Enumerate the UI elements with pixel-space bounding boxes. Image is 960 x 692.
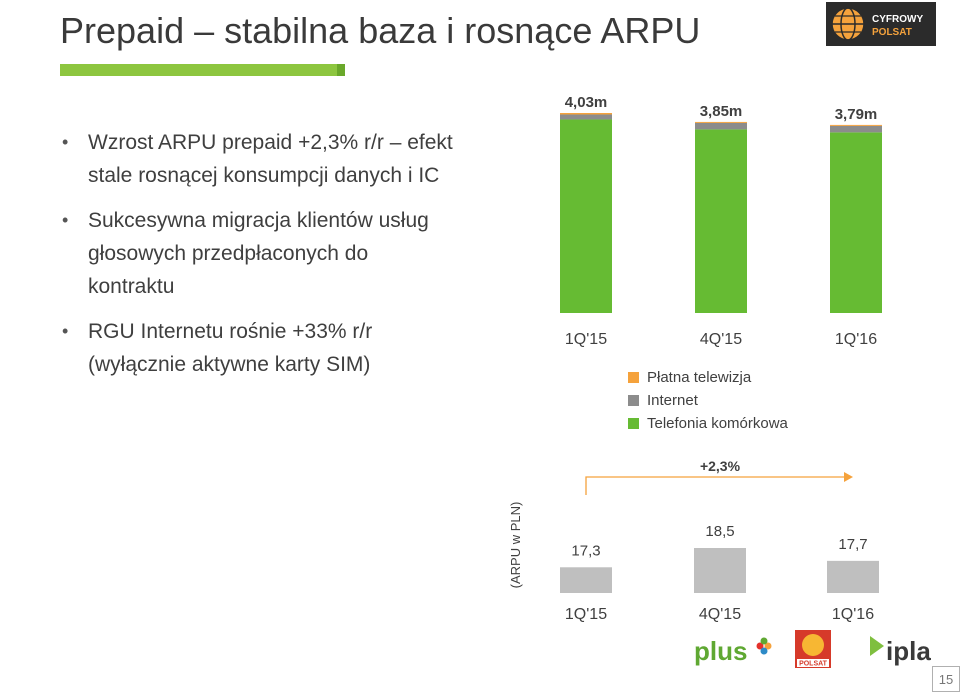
total-label-0: 4,03m — [565, 95, 608, 111]
bar-2-2 — [830, 124, 882, 126]
page-number: 15 — [932, 666, 960, 692]
bullet-2: Sukcesywna migracja klientów usług głoso… — [62, 204, 458, 303]
logo-line2: POLSAT — [872, 27, 912, 38]
page-title: Prepaid – stabilna baza i rosnące ARPU — [60, 10, 701, 51]
bar-0-0 — [560, 119, 612, 313]
y-axis-label: (ARPU w PLN) — [508, 502, 523, 589]
growth-arrow-line — [585, 476, 847, 495]
value-label-0: 17,3 — [571, 542, 600, 559]
globe-icon — [831, 7, 865, 41]
total-label-1: 3,85m — [700, 103, 743, 120]
legend-swatch-internet — [628, 395, 639, 406]
polsat-logo-text: POLSAT — [799, 661, 828, 668]
bar-0-1 — [695, 129, 747, 313]
bar-1-2 — [830, 125, 882, 133]
polsat-sun-icon — [802, 634, 824, 656]
legend-item-mobile: Telefonia komórkowa — [628, 412, 788, 435]
polsat-logo: POLSAT — [795, 630, 831, 668]
legend-item-tv: Płatna telewizja — [628, 366, 788, 389]
ipla-logo-text: ipla — [886, 636, 931, 666]
bar-2-0 — [560, 113, 612, 115]
x-tick-label-2: 1Q'16 — [835, 331, 877, 348]
bar-2-1 — [695, 121, 747, 123]
plus-logo-text: plus — [694, 636, 747, 666]
arpu-bar-chart: (ARPU w PLN) 17,3 1Q'15 18,5 4Q'15 17,7 1Q'16 +… — [508, 458, 879, 623]
cyfrowy-polsat-logo: CYFROWY POLSAT — [826, 2, 936, 46]
underline-tip — [337, 64, 345, 76]
bullet-3: RGU Internetu rośnie +33% r/r (wyłącznie… — [62, 315, 458, 381]
bar-1-1 — [695, 122, 747, 130]
legend-swatch-tv — [628, 372, 639, 383]
title-underline — [60, 64, 345, 76]
logo-line1: CYFROWY — [872, 14, 923, 25]
bullet-1: Wzrost ARPU prepaid +2,3% r/r – efekt st… — [62, 126, 458, 192]
arpu-bar-2 — [827, 560, 879, 593]
plus-flower-icon — [756, 637, 772, 655]
legend-label-mobile: Telefonia komórkowa — [647, 415, 788, 432]
growth-arrow-head — [844, 472, 853, 482]
legend-item-internet: Internet — [628, 389, 788, 412]
growth-annotation: +2,3% — [700, 458, 741, 474]
rgu-stacked-bar-chart: 4,03m 1Q'15 3,85m 4Q'15 3,79m 1Q'16 — [560, 95, 882, 348]
legend-label-internet: Internet — [647, 392, 698, 409]
x-tick-label-1: 4Q'15 — [700, 331, 742, 348]
value-label-1: 18,5 — [705, 523, 734, 540]
chart-legend: Płatna telewizja Internet Telefonia komó… — [628, 366, 788, 435]
arpu-bar-0 — [560, 567, 612, 593]
bar-1-0 — [560, 114, 612, 120]
arpu-x-tick-label-1: 4Q'15 — [699, 606, 741, 623]
ipla-logo: ipla — [870, 636, 931, 666]
bullet-list: Wzrost ARPU prepaid +2,3% r/r – efekt st… — [62, 126, 502, 393]
arpu-bar-1 — [694, 548, 746, 593]
arpu-x-tick-label-2: 1Q'16 — [832, 606, 874, 623]
plus-logo: plus — [694, 636, 772, 666]
value-label-2: 17,7 — [838, 536, 867, 553]
x-tick-label-0: 1Q'15 — [565, 331, 607, 348]
arpu-x-tick-label-0: 1Q'15 — [565, 606, 607, 623]
ipla-play-icon — [870, 636, 884, 656]
brand-logos: plus POLSAT ipla — [694, 630, 931, 668]
bar-0-2 — [830, 132, 882, 313]
total-label-2: 3,79m — [835, 106, 878, 123]
legend-swatch-mobile — [628, 418, 639, 429]
legend-label-tv: Płatna telewizja — [647, 369, 752, 386]
